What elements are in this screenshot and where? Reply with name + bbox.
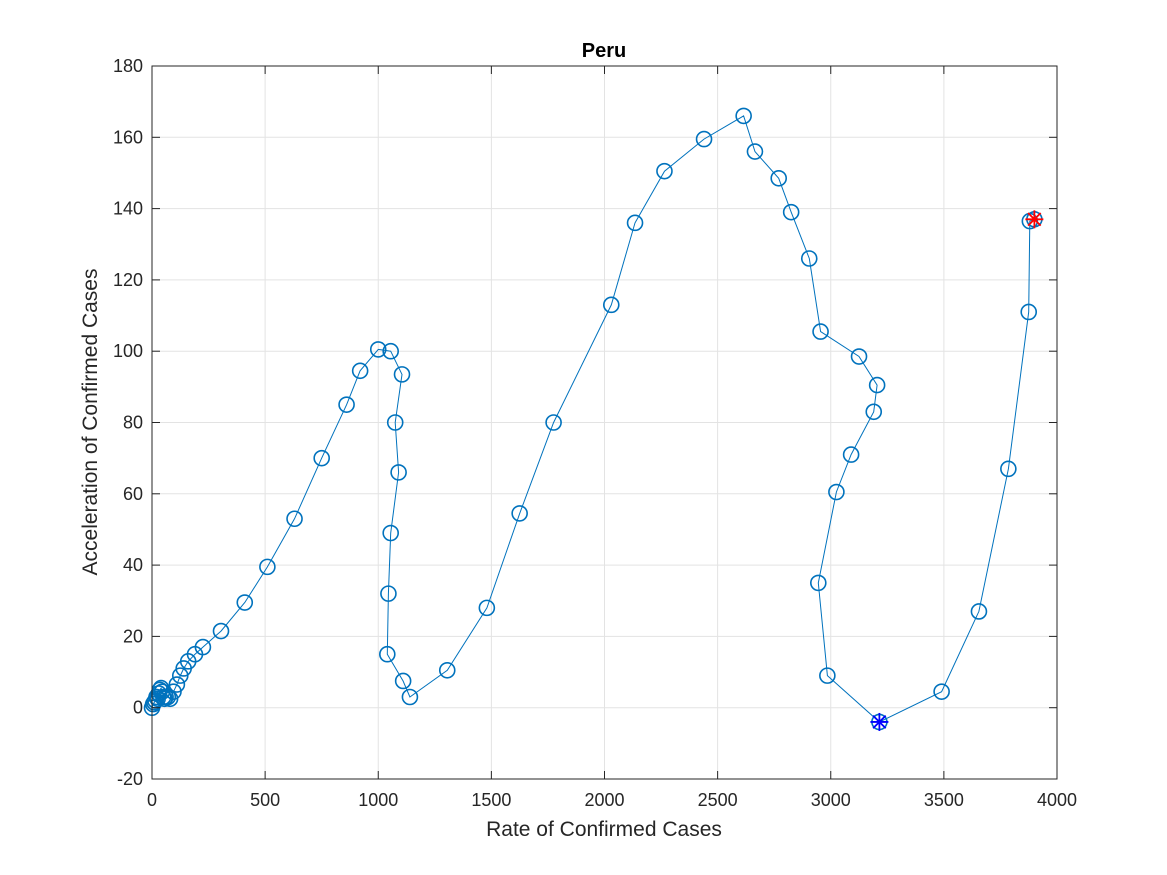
data-point: [401, 688, 419, 706]
data-point: [382, 342, 399, 360]
data-point: [865, 403, 883, 421]
grid-lines: [151, 65, 1058, 780]
y-tick-label: 100: [113, 341, 143, 361]
y-tick-label: 120: [113, 270, 143, 290]
data-point: [386, 414, 404, 431]
data-point: [819, 667, 836, 684]
data-point: [735, 107, 752, 125]
data-point: [970, 603, 988, 620]
x-tick-label: 3500: [924, 790, 964, 810]
y-tick-label: 0: [133, 698, 143, 718]
data-point: [800, 250, 818, 267]
x-tick-label: 2500: [698, 790, 738, 810]
x-tick-label: 1500: [471, 790, 511, 810]
highlight-latest-marker: [1025, 210, 1044, 229]
data-point: [338, 396, 355, 413]
data-point: [810, 574, 827, 592]
data-point: [382, 524, 399, 542]
data-point: [695, 130, 713, 148]
y-tick-label: 160: [113, 127, 143, 147]
data-point: [438, 661, 456, 679]
data-point: [782, 203, 800, 221]
data-point: [259, 558, 276, 576]
data-point: [478, 599, 496, 617]
x-tick-label: 2000: [584, 790, 624, 810]
data-point: [313, 449, 330, 467]
x-tick-label: 500: [250, 790, 280, 810]
y-tick-label: 40: [123, 555, 143, 575]
chart-title: Peru: [582, 40, 626, 62]
x-tick-label: 1000: [358, 790, 398, 810]
data-point: [378, 645, 396, 663]
x-axis-label: Rate of Confirmed Cases: [486, 818, 722, 841]
y-tick-label: 20: [123, 626, 143, 646]
data-point: [194, 638, 212, 656]
data-point: [828, 483, 845, 501]
data-point: [393, 366, 411, 383]
highlight-markers: [870, 210, 1044, 731]
data-point: [511, 505, 528, 522]
x-tick-label: 4000: [1037, 790, 1077, 810]
data-point: [369, 341, 387, 358]
data-point: [602, 296, 620, 314]
data-series: [143, 107, 1043, 731]
y-tick-label: 60: [123, 484, 143, 504]
y-axis-label: Acceleration of Confirmed Cases: [79, 269, 102, 576]
data-point: [159, 688, 177, 706]
y-tick-label: 140: [113, 199, 143, 219]
data-point: [812, 323, 829, 340]
data-point: [770, 169, 788, 187]
data-point: [380, 585, 397, 602]
data-point: [168, 676, 186, 693]
data-point: [286, 510, 303, 528]
data-point: [626, 214, 644, 232]
data-point: [236, 594, 254, 611]
y-tick-label: 180: [113, 56, 143, 76]
data-point: [868, 376, 886, 394]
data-point: [850, 348, 868, 365]
data-point: [394, 672, 412, 690]
data-point: [390, 464, 407, 481]
data-point: [746, 143, 764, 160]
y-tick-label: 80: [123, 413, 143, 433]
data-point: [351, 362, 369, 380]
data-point: [212, 622, 230, 640]
data-point: [1020, 303, 1038, 321]
data-point: [933, 683, 950, 700]
data-point: [1000, 460, 1017, 478]
x-tick-label: 0: [147, 790, 157, 810]
data-point: [842, 446, 860, 463]
x-tick-label: 3000: [811, 790, 851, 810]
highlight-minimum-marker: [870, 712, 889, 731]
axis-ticks: 0 500 1000 1500 2000 2500 3000 3500 4000-2002040…: [113, 56, 1077, 810]
data-point: [656, 162, 673, 180]
data-point: [545, 414, 562, 431]
y-tick-label: -20: [117, 769, 143, 789]
